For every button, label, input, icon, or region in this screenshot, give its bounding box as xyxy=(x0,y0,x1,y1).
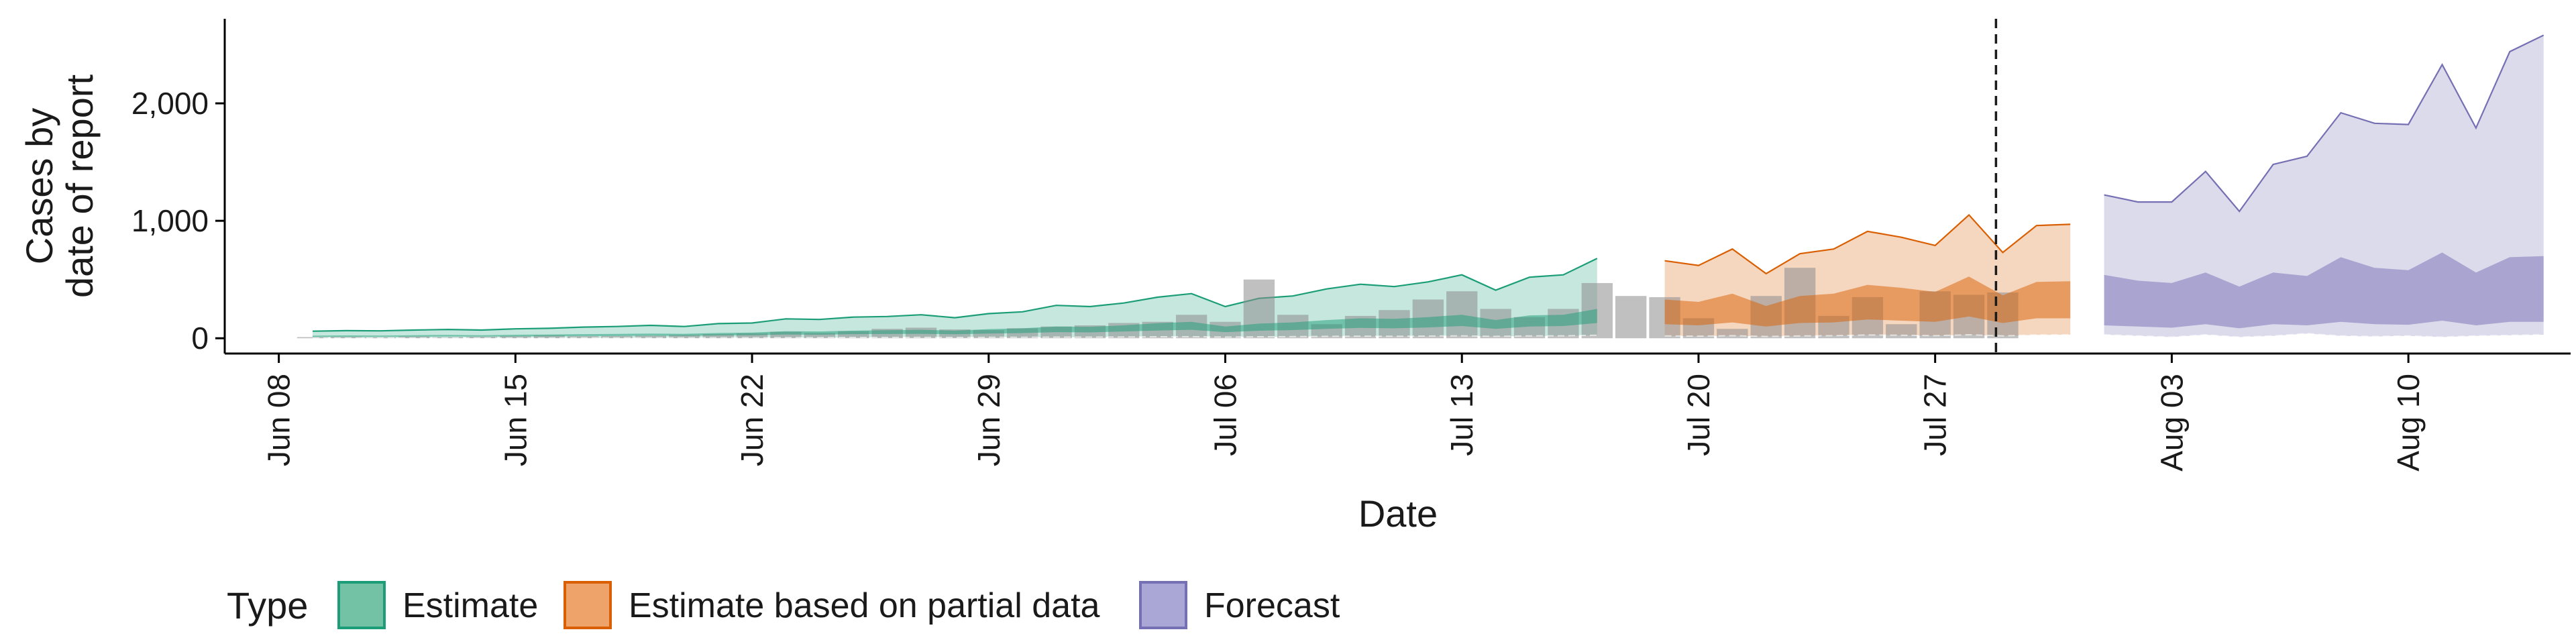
x-tick-label-6: Jul 20 xyxy=(1681,374,1716,456)
case-bar-7 xyxy=(533,335,565,339)
legend: Type Estimate Estimate based on partial da… xyxy=(227,581,1340,629)
case-bar-10 xyxy=(635,335,667,339)
legend-title: Type xyxy=(227,584,308,627)
x-tick-label-8: Aug 03 xyxy=(2154,374,2189,472)
case-bar-42 xyxy=(1717,329,1748,339)
x-tick-label-1: Jun 15 xyxy=(498,374,533,466)
legend-key-2 xyxy=(1139,581,1187,629)
case-bar-9 xyxy=(601,335,633,339)
ribbon-upper-line-0 xyxy=(312,258,1598,332)
case-bar-14 xyxy=(770,331,802,339)
case-bar-16 xyxy=(838,331,869,339)
case-bar-15 xyxy=(804,333,836,339)
ribbon-lower-line-1 xyxy=(1664,333,2071,337)
legend-label-1: Estimate based on partial data xyxy=(629,586,1100,625)
case-bar-39 xyxy=(1615,296,1647,339)
ribbon-inner-1 xyxy=(1664,276,2071,327)
x-tick-label-9: Aug 10 xyxy=(2391,374,2426,472)
y-tick-label-0: 0 xyxy=(191,321,209,356)
y-tick-label-1: 1,000 xyxy=(131,203,209,238)
legend-label-0: Estimate xyxy=(402,586,538,625)
case-bar-12 xyxy=(702,334,734,339)
ribbon-upper-line-1 xyxy=(1664,213,2071,275)
y-axis-label-line-1: Cases by xyxy=(18,108,60,264)
case-bar-13 xyxy=(736,333,768,339)
ribbon-lower-line-2 xyxy=(2104,333,2544,338)
x-tick-label-7: Jul 27 xyxy=(1918,374,1953,456)
legend-label-2: Forecast xyxy=(1204,586,1340,625)
legend-key-0 xyxy=(337,581,386,629)
x-tick-label-4: Jul 06 xyxy=(1208,374,1243,456)
x-tick-label-2: Jun 22 xyxy=(735,374,769,466)
ribbon-inner-2 xyxy=(2104,252,2544,329)
ribbon-inner-0 xyxy=(313,309,1597,337)
case-bar-6 xyxy=(500,336,531,339)
ribbon-outer-0 xyxy=(313,258,1597,338)
case-bar-47 xyxy=(1886,324,1917,339)
ribbon-upper-line-2 xyxy=(2104,34,2544,213)
x-tick-label-0: Jun 08 xyxy=(262,374,297,466)
plot-area xyxy=(297,19,2544,354)
case-bar-5 xyxy=(466,336,498,339)
y-axis-label-line-2: date of report xyxy=(58,74,101,299)
x-tick-label-3: Jun 29 xyxy=(971,374,1006,466)
x-axis-label: Date xyxy=(1358,492,1438,535)
axes: 0 1,000 2,000 Jun 08 Jun 15 Jun 22 Jun 29 Jul 0… xyxy=(131,19,2571,472)
legend-key-1 xyxy=(564,581,612,629)
x-tick-label-5: Jul 13 xyxy=(1444,374,1479,456)
y-tick-label-2: 2,000 xyxy=(131,86,209,121)
case-bar-11 xyxy=(669,335,700,339)
